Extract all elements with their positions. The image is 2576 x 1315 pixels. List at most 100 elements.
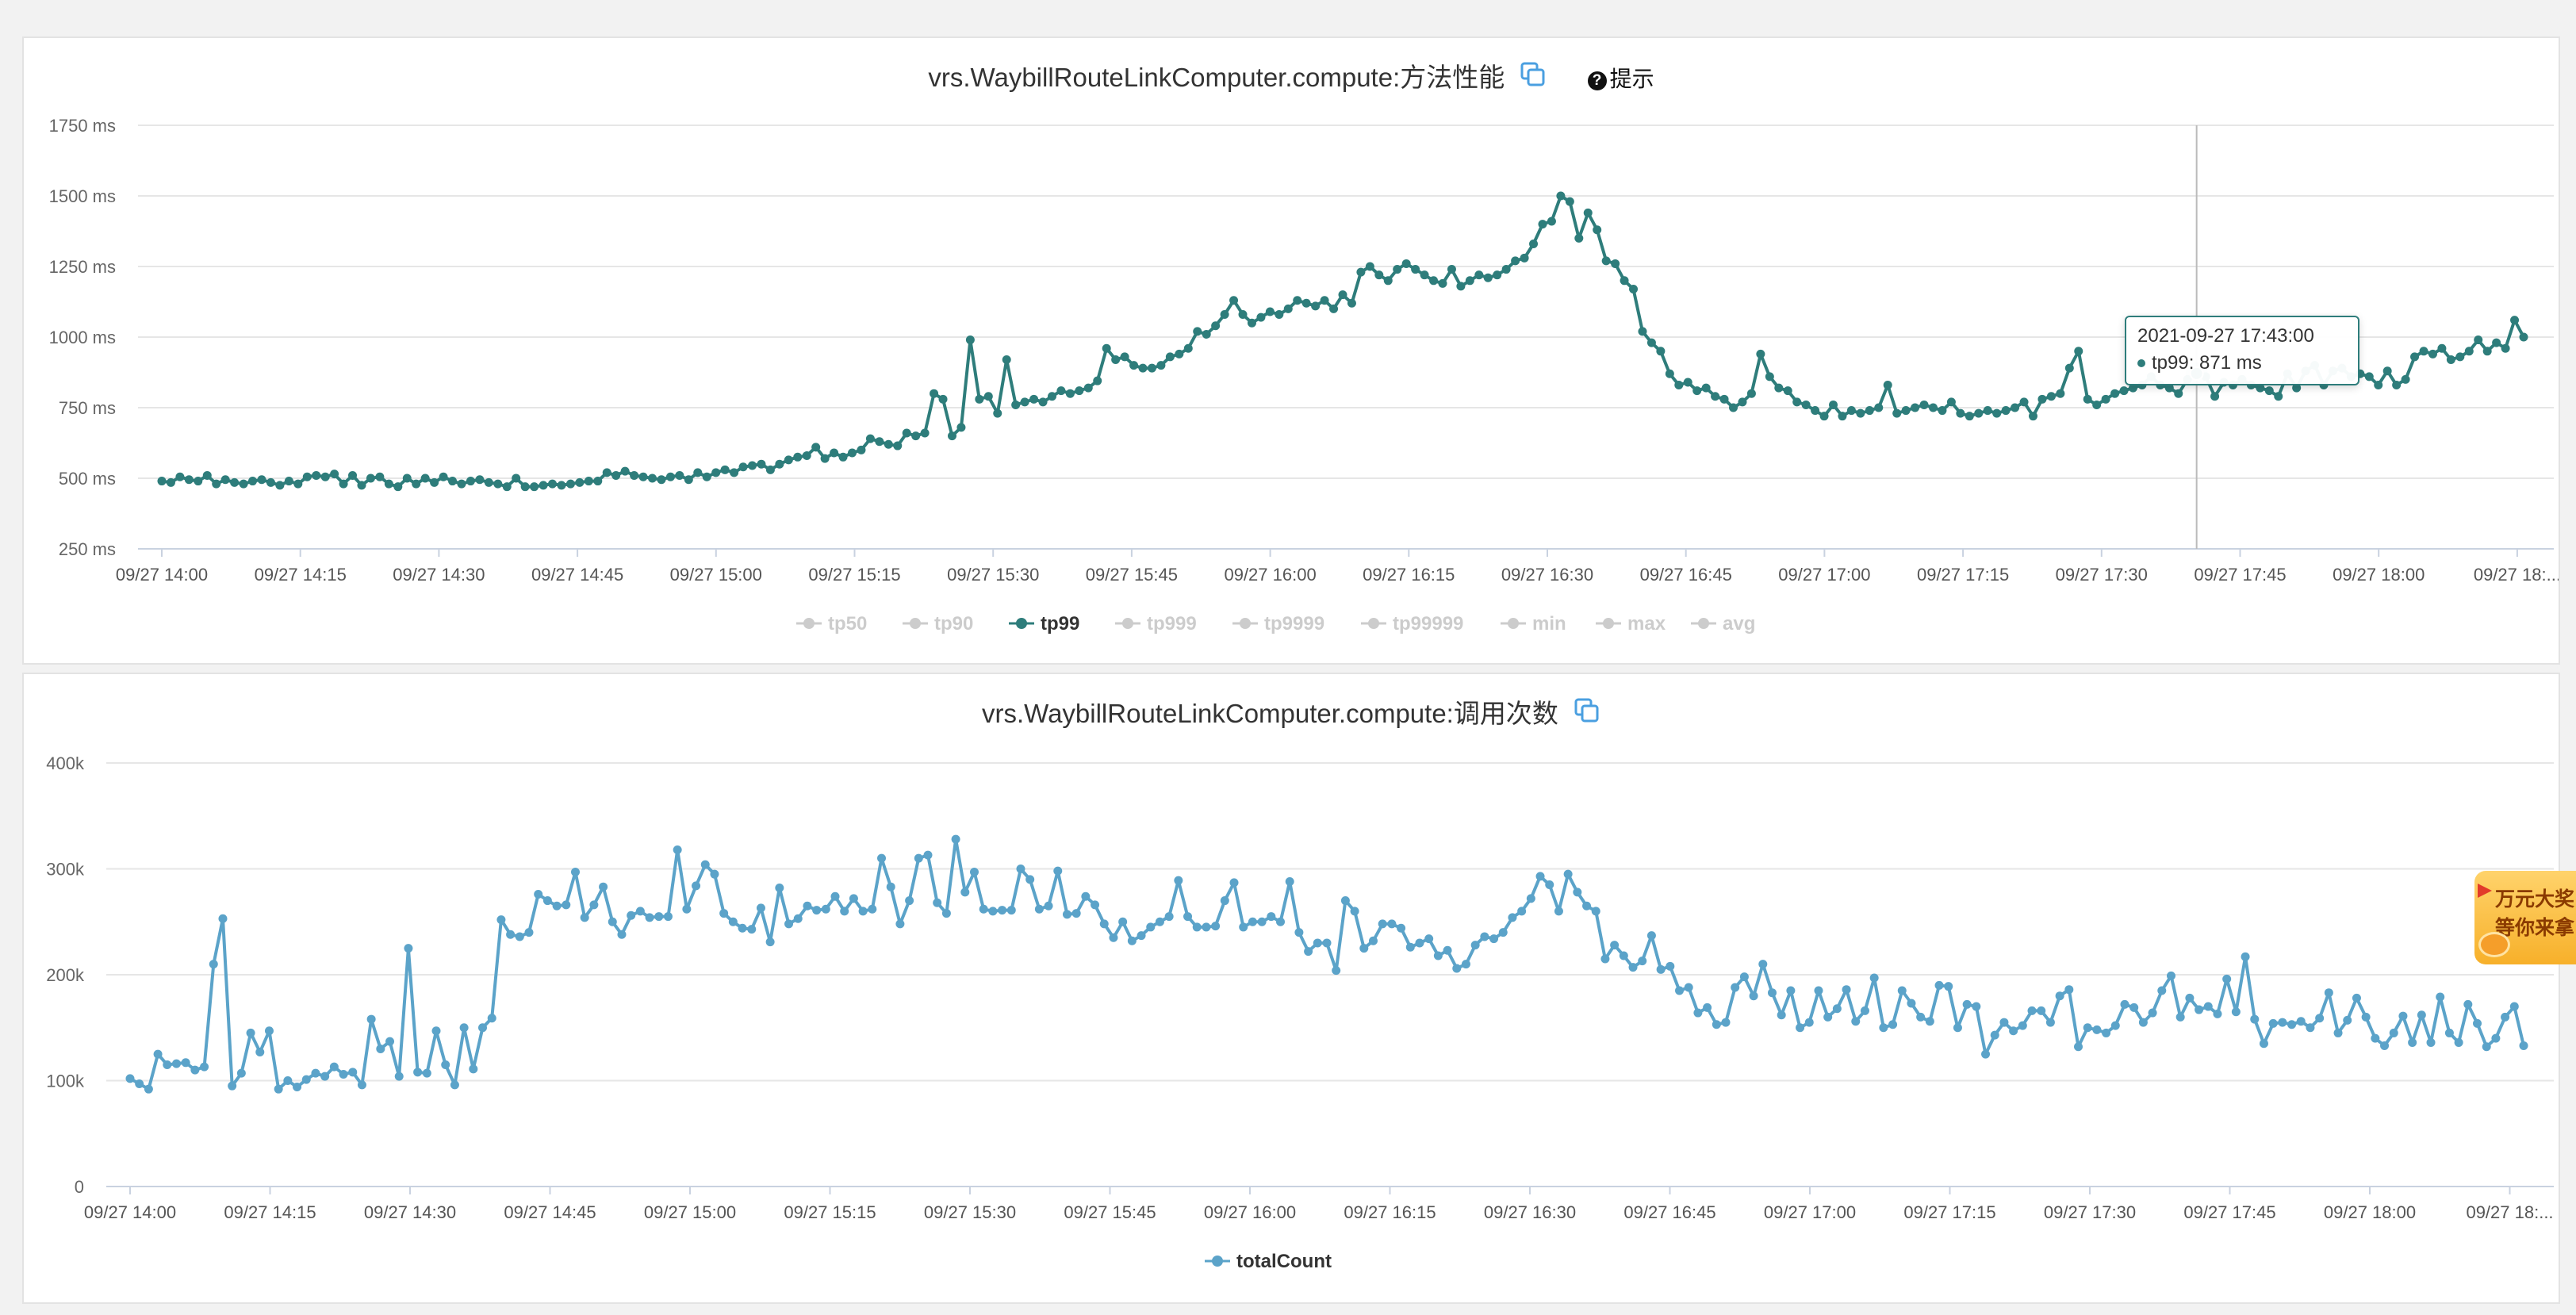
data-point [366, 473, 375, 483]
data-point [1267, 912, 1276, 922]
data-point [1489, 934, 1499, 944]
y-tick-label: 300k [46, 860, 85, 880]
legend-item-max[interactable]: max [1596, 613, 1666, 634]
data-point [393, 482, 403, 492]
data-point [1711, 392, 1720, 401]
data-point [330, 470, 339, 479]
data-point [757, 459, 766, 469]
data-point [283, 1076, 293, 1085]
data-point [784, 455, 793, 465]
data-point [190, 1065, 200, 1075]
data-point [830, 448, 839, 458]
data-point [1573, 888, 1582, 897]
data-point [402, 473, 412, 483]
data-point [1062, 910, 1071, 919]
data-point [357, 1080, 366, 1090]
legend-marker-icon [910, 618, 921, 629]
data-point [1350, 907, 1359, 916]
legend-item-min[interactable]: min [1501, 613, 1566, 634]
hint-button[interactable]: ? 提示 [1587, 67, 1654, 91]
data-point [720, 465, 730, 474]
y-tick-label: 200k [46, 965, 85, 985]
legend-item-avg[interactable]: avg [1691, 613, 1755, 634]
data-point [1301, 298, 1311, 308]
legend-item-tp9999[interactable]: tp9999 [1232, 613, 1324, 634]
legend-item-tp50[interactable]: tp50 [796, 613, 867, 634]
legend-item-tp999[interactable]: tp999 [1115, 613, 1197, 634]
data-point [2101, 394, 2110, 404]
legend-item-totalCount[interactable]: totalCount [1205, 1251, 1332, 1272]
data-point [2374, 381, 2383, 390]
performance-line-chart[interactable]: 250 ms 500 ms 750 ms 1000 ms 1250 ms 1500 ms 1… [24, 38, 2559, 663]
x-tick-label: 09/27 18:... [2474, 565, 2559, 585]
data-point [1611, 259, 1620, 268]
x-tick-label: 09/27 16:00 [1224, 565, 1316, 585]
x-tick-label: 09/27 15:30 [924, 1202, 1016, 1222]
promo-banner[interactable]: 万元大奖 等你来拿 [2474, 871, 2576, 964]
data-point [1665, 369, 1674, 378]
data-point [1666, 961, 1675, 971]
x-tick-label: 09/27 14:15 [255, 565, 347, 585]
data-point [1378, 919, 1387, 929]
x-tick-label: 09/27 14:30 [393, 565, 485, 585]
data-point [171, 1059, 181, 1068]
x-tick-label: 09/27 17:45 [2194, 565, 2286, 585]
data-point [960, 888, 970, 897]
data-point [811, 443, 821, 452]
legend-item-tp90[interactable]: tp90 [903, 613, 973, 634]
data-point [1738, 397, 1747, 407]
data-point [1461, 960, 1470, 969]
data-point [404, 944, 413, 953]
data-point [1646, 931, 1656, 941]
data-point [1443, 945, 1452, 955]
data-point [2278, 1018, 2287, 1027]
legend-label: tp99 [1041, 613, 1079, 634]
data-point [1257, 917, 1267, 926]
data-point [847, 448, 857, 458]
data-point [2417, 1010, 2426, 1020]
data-point [1452, 964, 1462, 973]
x-tick-label: 09/27 14:45 [531, 565, 623, 585]
data-point [459, 1023, 469, 1033]
data-point [1006, 906, 1016, 915]
data-point [1981, 1049, 1991, 1059]
data-point [1202, 329, 1211, 339]
data-point [1029, 394, 1039, 404]
data-point [1405, 942, 1415, 952]
data-point [1265, 307, 1275, 316]
data-point [1474, 270, 1484, 280]
chart-tooltip: 2021-09-27 17:43:00 tp99: 871 ms [2125, 316, 2359, 385]
legend-item-tp99999[interactable]: tp99999 [1361, 613, 1463, 634]
data-point [2045, 1018, 2055, 1027]
copy-icon[interactable] [1574, 693, 1600, 738]
data-point [2509, 1002, 2519, 1011]
legend-marker-icon [803, 618, 815, 629]
x-tick-label: 09/27 15:45 [1064, 1202, 1156, 1222]
data-point [1832, 1004, 1842, 1014]
data-point [2401, 374, 2410, 384]
data-point [1972, 1002, 1981, 1011]
data-point [840, 907, 849, 916]
y-tick-label: 1250 ms [49, 257, 116, 277]
data-point [584, 477, 593, 486]
data-point [1118, 917, 1128, 926]
data-point [682, 904, 692, 914]
data-point [911, 431, 921, 441]
legend-item-tp99[interactable]: tp99 [1009, 613, 1079, 634]
data-point [857, 445, 866, 454]
data-point [657, 475, 666, 485]
data-point [1846, 406, 1856, 416]
data-point [2157, 986, 2167, 995]
x-tick-label: 09/27 17:15 [1903, 1202, 1995, 1222]
data-point [1547, 217, 1556, 226]
data-point [923, 850, 933, 860]
x-tick-label: 09/27 17:00 [1778, 565, 1870, 585]
data-point [2474, 335, 2483, 345]
data-point [125, 1074, 135, 1083]
tooltip-row: tp99: 871 ms [2137, 352, 2347, 374]
call-count-line-chart[interactable]: 0 100k 200k 300k 400k 09/27 14:00 09/27 14:15 0… [24, 674, 2559, 1302]
data-point [947, 431, 956, 441]
data-point [450, 1080, 459, 1090]
copy-icon[interactable] [1520, 57, 1547, 102]
data-point [2185, 993, 2195, 1003]
